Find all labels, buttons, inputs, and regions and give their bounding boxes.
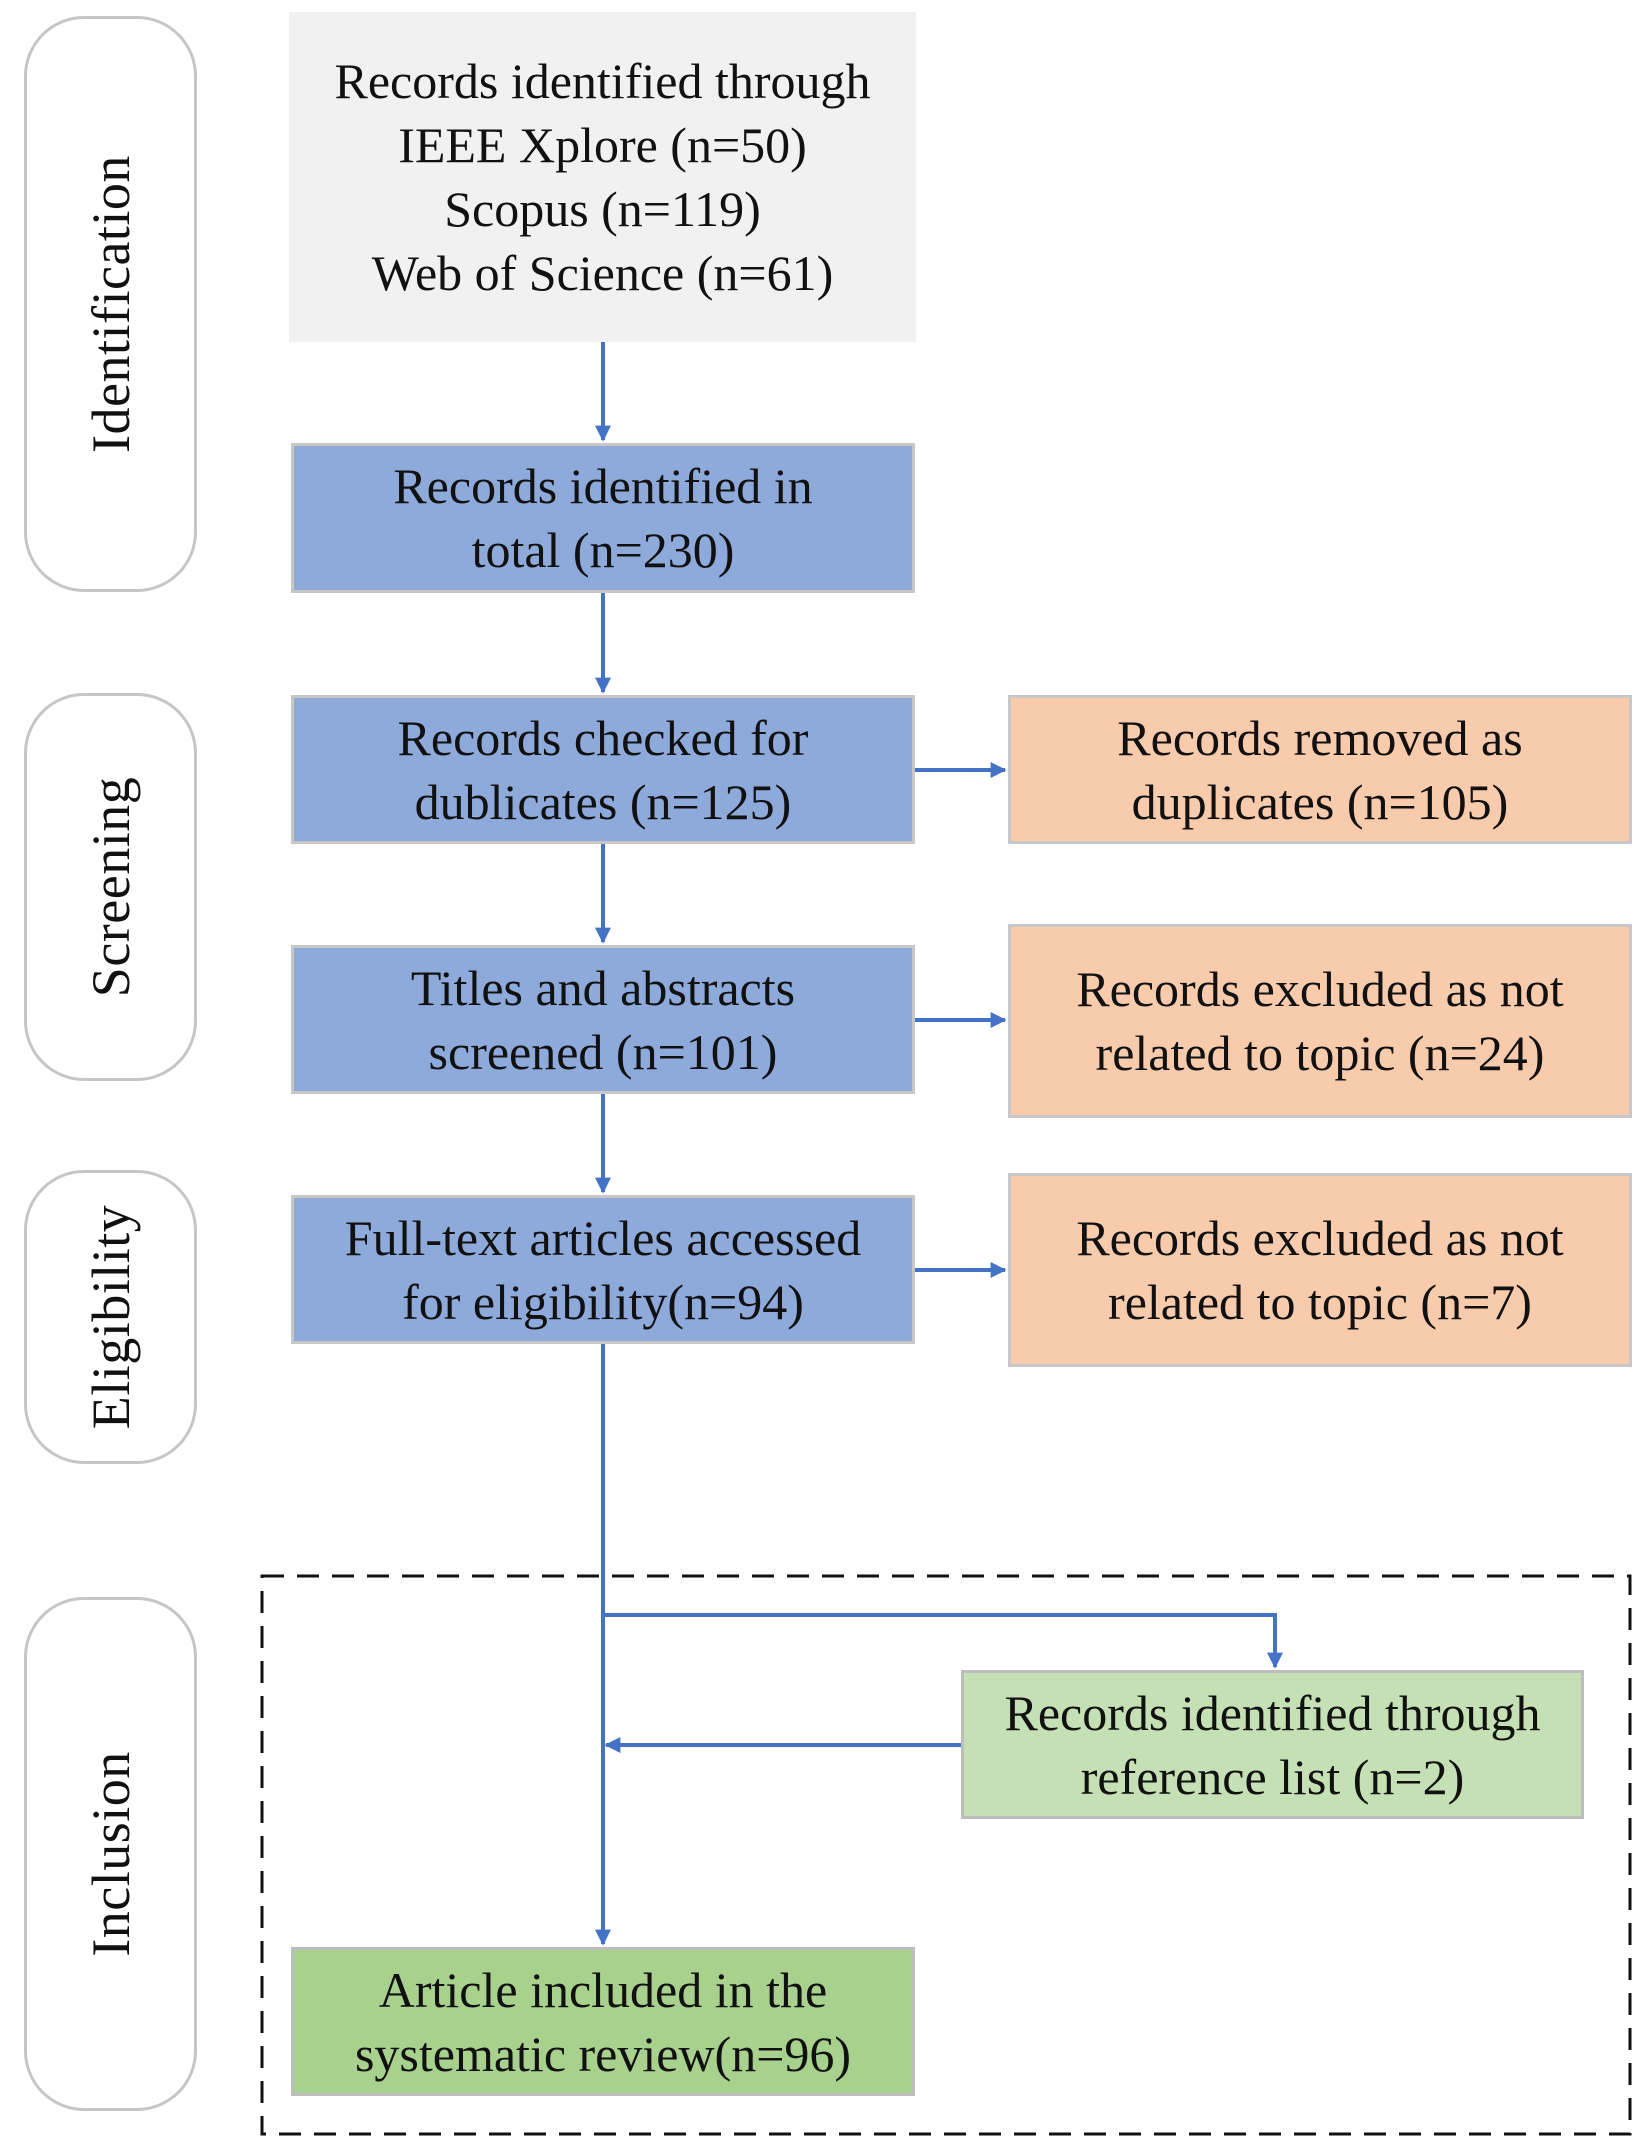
- total-box: Records identified in total (n=230): [291, 443, 915, 593]
- excluded-topic-1-box: Records excluded as not related to topic…: [1008, 924, 1632, 1118]
- excluded-topic-2-box: Records excluded as not related to topic…: [1008, 1173, 1632, 1367]
- excluded-topic-1-text: Records excluded as not related to topic…: [1076, 961, 1564, 1081]
- stage-screening: Screening: [24, 693, 197, 1081]
- excluded-topic-2-text: Records excluded as not related to topic…: [1076, 1210, 1564, 1330]
- titles-screened-box: Titles and abstracts screened (n=101): [291, 945, 915, 1094]
- duplicates-check-text: Records checked for dublicates (n=125): [397, 709, 809, 830]
- stage-inclusion: Inclusion: [24, 1597, 197, 2111]
- sources-box: Records identified through IEEE Xplore (…: [289, 12, 916, 342]
- sources-text: Records identified through IEEE Xplore (…: [334, 53, 871, 301]
- stage-identification: Identification: [24, 16, 197, 592]
- arrow-to-reference-list: [603, 1613, 1283, 1669]
- duplicates-check-box: Records checked for dublicates (n=125): [291, 695, 915, 844]
- stage-label-screening: Screening: [80, 776, 141, 998]
- included-box: Article included in the systematic revie…: [291, 1947, 915, 2096]
- duplicates-removed-box: Records removed as duplicates (n=105): [1008, 695, 1632, 844]
- full-text-text: Full-text articles accessed for eligibil…: [344, 1209, 862, 1330]
- titles-screened-text: Titles and abstracts screened (n=101): [410, 959, 796, 1080]
- full-text-box: Full-text articles accessed for eligibil…: [291, 1195, 915, 1344]
- duplicates-removed-text: Records removed as duplicates (n=105): [1117, 709, 1523, 830]
- reference-list-text: Records identified through reference lis…: [1004, 1684, 1541, 1805]
- inclusion-dashed-region: [260, 1574, 1632, 2136]
- included-text: Article included in the systematic revie…: [354, 1961, 852, 2082]
- total-text: Records identified in total (n=230): [393, 458, 813, 578]
- reference-list-box: Records identified through reference lis…: [961, 1670, 1584, 1819]
- stage-label-identification: Identification: [80, 155, 141, 453]
- stage-label-eligibility: Eligibility: [80, 1204, 141, 1430]
- stage-label-inclusion: Inclusion: [80, 1751, 141, 1957]
- stage-eligibility: Eligibility: [24, 1170, 197, 1464]
